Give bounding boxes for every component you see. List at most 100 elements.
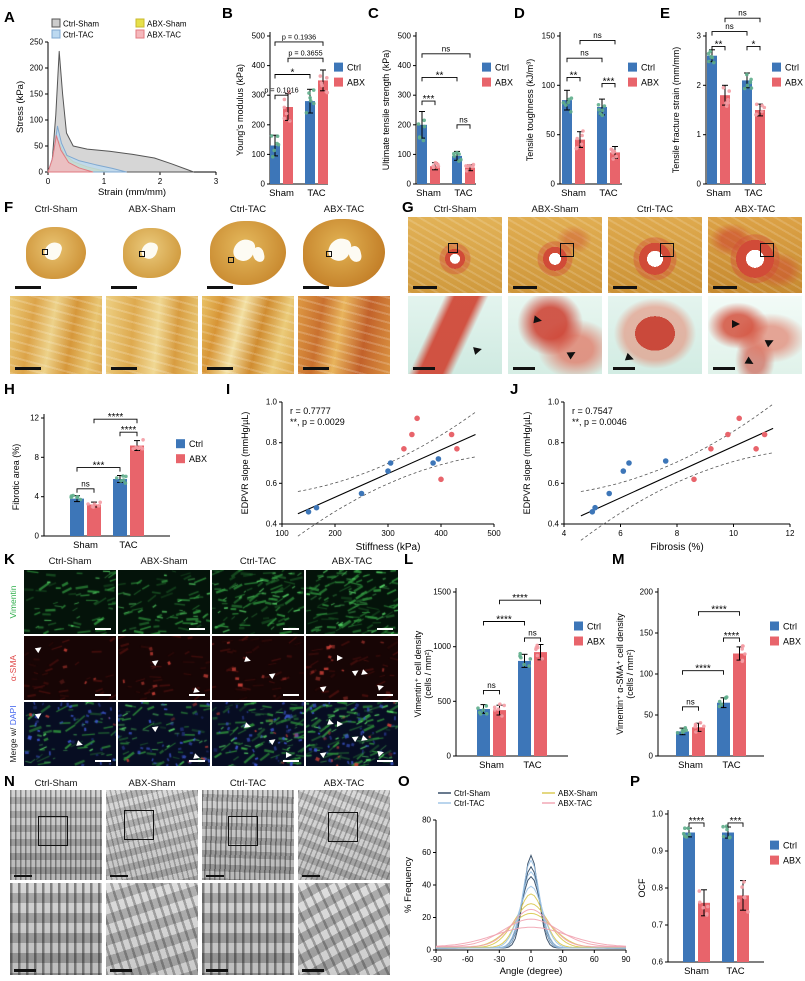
column-title: ABX-TAC: [323, 204, 365, 215]
svg-text:0: 0: [35, 532, 40, 541]
svg-text:0: 0: [407, 180, 412, 189]
svg-text:ABX: ABX: [495, 78, 513, 88]
svg-text:Vimentin⁺ cell density: Vimentin⁺ cell density: [413, 630, 423, 717]
panel-m-label: M: [612, 551, 625, 568]
scale-bar: [377, 694, 393, 696]
svg-text:Sham: Sham: [416, 188, 441, 199]
svg-text:Ctrl-TAC: Ctrl-TAC: [63, 31, 94, 40]
svg-text:r = 0.7777: r = 0.7777: [290, 406, 331, 416]
svg-text:ABX-TAC: ABX-TAC: [558, 799, 592, 808]
if-canvas: [24, 570, 116, 634]
svg-text:Ctrl-Sham: Ctrl-Sham: [454, 789, 490, 798]
scale-bar: [189, 760, 205, 762]
scale-bar: [377, 628, 393, 630]
svg-text:60: 60: [422, 848, 431, 857]
svg-text:20: 20: [422, 913, 431, 922]
svg-text:100: 100: [640, 670, 654, 679]
svg-text:Sham: Sham: [561, 188, 586, 199]
column-title: ABX-Sham: [128, 778, 176, 789]
svg-text:TAC: TAC: [744, 188, 762, 199]
roi-box: [326, 251, 332, 257]
svg-text:Ctrl-TAC: Ctrl-TAC: [454, 799, 485, 808]
svg-text:150: 150: [30, 90, 44, 99]
vimentin-density-chart: 0 500 1000 1500 Vimentin⁺ cell density (cells…: [412, 566, 610, 772]
svg-text:TAC: TAC: [599, 188, 617, 199]
svg-text:Ctrl: Ctrl: [587, 622, 601, 632]
svg-text:4: 4: [562, 529, 567, 538]
panel-p-label: P: [630, 773, 641, 790]
scale-bar: [15, 367, 41, 370]
svg-text:Stiffness (kPa): Stiffness (kPa): [356, 542, 421, 553]
heart-tissue: [303, 219, 385, 287]
merge-if-image: [24, 702, 116, 766]
scale-bar: [302, 874, 320, 877]
row-label-text: Vimentin: [8, 585, 18, 619]
roi-box: [38, 816, 68, 846]
svg-text:p = 0.1016: p = 0.1016: [264, 86, 298, 95]
svg-text:ABX-Sham: ABX-Sham: [147, 20, 187, 29]
k-row-label-merge: Merge w/ DAPI: [8, 702, 18, 766]
scale-bar: [207, 367, 233, 370]
vimentin-if-image: [212, 570, 304, 634]
vimentin-if-image: [118, 570, 210, 634]
svg-text:80: 80: [422, 816, 431, 825]
svg-text:400: 400: [398, 61, 412, 70]
svg-text:ns: ns: [528, 628, 536, 637]
scale-bar: [413, 367, 435, 370]
svg-text:1500: 1500: [433, 588, 451, 597]
panel-j-label: J: [510, 381, 519, 398]
svg-text:ns: ns: [487, 681, 495, 690]
k-row-label-sma: α-SMA: [8, 636, 18, 700]
svg-text:60: 60: [590, 955, 599, 964]
svg-text:Strain (mm/mm): Strain (mm/mm): [98, 187, 166, 198]
roi-box: [560, 243, 574, 257]
svg-text:0.8: 0.8: [652, 884, 664, 893]
svg-text:Angle (degree): Angle (degree): [500, 966, 563, 977]
svg-text:100: 100: [30, 116, 44, 125]
if-canvas: [306, 636, 398, 700]
panel-e-label: E: [660, 5, 671, 22]
svg-text:Vimentin⁺ α-SMA⁺ cell density: Vimentin⁺ α-SMA⁺ cell density: [615, 613, 625, 735]
scale-bar: [110, 874, 128, 877]
ventricle-lumen: [347, 245, 363, 264]
scale-bar: [713, 367, 735, 370]
sma-if-image: [212, 636, 304, 700]
svg-text:500: 500: [487, 529, 501, 538]
youngs-modulus-chart: 0 100 200 300 400 500 Young's modulus (kPa) Sha…: [234, 10, 366, 200]
if-canvas: [118, 636, 210, 700]
vessel-inset-image: [508, 296, 602, 374]
scale-bar: [14, 874, 32, 877]
svg-text:ABX: ABX: [587, 637, 605, 647]
heart-section-image: [202, 217, 294, 293]
svg-text:50: 50: [546, 130, 555, 139]
arrowhead: [285, 751, 293, 759]
svg-text:**, p = 0.0046: **, p = 0.0046: [572, 417, 627, 427]
panel-b-label: B: [222, 5, 233, 22]
tensile-fracture-strain-chart: 0 1 2 3 Tensile fracture strain (mm/mm) Sham T…: [670, 9, 804, 200]
scale-bar: [303, 367, 329, 370]
heart-section-image: [10, 217, 102, 293]
svg-text:ns: ns: [686, 697, 694, 706]
em-inset-image: [298, 883, 390, 975]
svg-text:1.0: 1.0: [548, 398, 560, 407]
svg-text:ns: ns: [725, 22, 733, 31]
svg-text:ABX: ABX: [189, 454, 207, 464]
arrowhead: [473, 345, 483, 355]
scale-bar: [95, 760, 111, 762]
scale-bar: [111, 367, 137, 370]
svg-text:8: 8: [675, 529, 680, 538]
svg-text:100: 100: [542, 81, 556, 90]
scale-bar: [413, 286, 437, 289]
svg-text:30: 30: [558, 955, 567, 964]
roi-box: [42, 249, 48, 255]
scale-bar: [207, 286, 233, 289]
scale-bar: [613, 367, 635, 370]
if-canvas: [212, 570, 304, 634]
svg-text:OCF: OCF: [637, 878, 647, 898]
svg-text:**: **: [715, 39, 723, 50]
svg-text:0: 0: [529, 955, 534, 964]
svg-text:***: ***: [93, 461, 105, 472]
arrowhead: [336, 654, 344, 662]
svg-text:ABX: ABX: [347, 78, 365, 88]
